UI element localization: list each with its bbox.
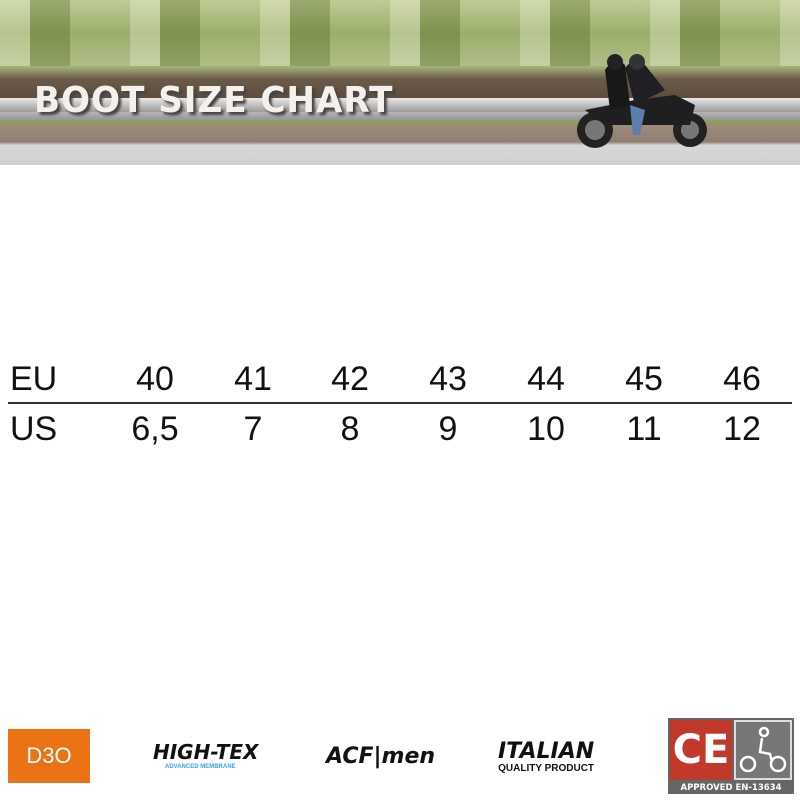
- size-cell: 43: [429, 360, 467, 398]
- size-cell: 11: [626, 410, 662, 448]
- banner-title: BOOT SIZE CHART: [34, 80, 394, 121]
- size-cell: 45: [625, 360, 663, 398]
- acf-men-logo: ACF|men: [326, 744, 436, 769]
- banner-image: BOOT SIZE CHART: [0, 0, 800, 165]
- motorcycle-riders-image: [577, 54, 707, 148]
- ce-approval-text: APPROVED EN-13634: [680, 783, 782, 793]
- row-label: EU: [10, 360, 58, 398]
- size-cell: 9: [438, 410, 458, 448]
- size-cell: 46: [723, 360, 761, 398]
- size-cell: 12: [723, 410, 761, 448]
- us-size-row: US 6,5 7 8 9 10 11 12: [0, 410, 800, 450]
- size-cell: 41: [234, 360, 272, 398]
- size-cell: 42: [331, 360, 369, 398]
- motorcyclist-icon: [734, 720, 792, 780]
- ce-mark: CE: [670, 720, 732, 780]
- size-cell: 8: [340, 410, 360, 448]
- size-cell: 40: [136, 360, 174, 398]
- ce-approved-badge: CE APPROVED EN-13634: [668, 718, 794, 794]
- italian-name: ITALIAN: [498, 739, 595, 764]
- hightex-name: HIGH-TEX: [153, 740, 259, 764]
- italian-tagline: QUALITY PRODUCT: [498, 763, 595, 774]
- d3o-logo-text: D3O: [26, 743, 72, 768]
- size-cell: 10: [527, 410, 565, 448]
- hightex-tagline: ADVANCED MEMBRANE: [165, 764, 236, 770]
- table-divider: [8, 402, 792, 404]
- hightex-logo: HIGH-TEX ADVANCED MEMBRANE: [153, 740, 288, 776]
- background-trees: [0, 0, 800, 66]
- size-cell: 7: [243, 410, 263, 448]
- row-label: US: [10, 410, 58, 448]
- italian-quality-logo: ITALIAN QUALITY PRODUCT: [498, 739, 595, 775]
- size-cell: 6,5: [131, 410, 179, 448]
- eu-size-row: EU 40 41 42 43 44 45 46: [0, 360, 800, 400]
- d3o-logo: D3O: [8, 729, 90, 783]
- size-cell: 44: [527, 360, 565, 398]
